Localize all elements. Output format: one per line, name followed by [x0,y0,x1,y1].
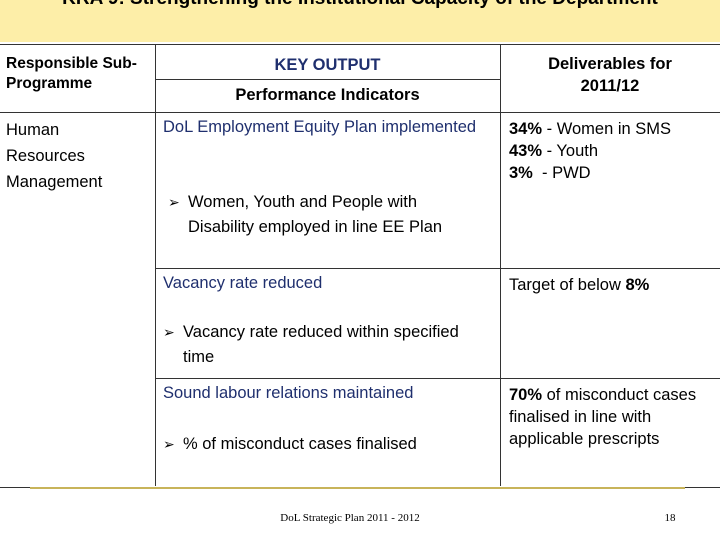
deliverables: 34% - Women in SMS 43% - Youth 3% - PWD [509,118,717,184]
deliverable-text: 3% [509,164,533,182]
deliverable-line: 34% - Women in SMS [509,118,717,140]
sub-programme: Human Resources Management [6,121,103,191]
footer-source: DoL Strategic Plan 2011 - 2012 [280,512,420,524]
indicator: % of misconduct cases finalised [183,435,417,453]
deliverable-text: - PWD [532,164,591,182]
key-output: Vacancy rate reduced [163,274,323,292]
deliverables: 70% of misconduct cases finalised in lin… [509,384,717,450]
indicator: Women, Youth and People with Disability … [188,193,443,236]
deliverable-text: - Women in SMS [542,120,672,138]
deliverable-line: 70% of misconduct cases finalised in lin… [509,384,717,450]
deliverable-text: Target of below [509,276,626,294]
bullet: ➢ [163,324,175,340]
deliverable-text: 43% [509,142,543,160]
bullet: ➢ [163,436,175,452]
bullet: ➢ [168,194,180,210]
heading-indicators: Performance Indicators [235,86,420,104]
page-number: 18 [664,512,676,524]
heading-key-output: KEY OUTPUT [274,56,381,74]
deliverable-text: of misconduct cases finalised in line wi… [509,386,701,448]
deliverable-text: 8% [625,276,650,294]
heading-sub-programme: Responsible Sub-Programme [6,55,137,92]
deliverable-text: 34% [509,120,543,138]
deliverable-line: 43% - Youth [509,140,717,162]
deliverable-text: - Youth [542,142,599,160]
deliverable-line: 3% - PWD [509,162,717,184]
key-output: Sound labour relations maintained [163,384,414,402]
key-output: DoL Employment Equity Plan implemented [163,118,477,136]
title: KRA 9: Strengthening the Institutional C… [0,0,720,10]
footer-rule [30,487,685,489]
heading-deliverables: Deliverables for 2011/12 [548,55,672,95]
deliverables: Target of below 8% [509,274,717,296]
title-banner [0,0,720,42]
indicator: Vacancy rate reduced within specified ti… [183,323,459,366]
deliverable-text: 70% [509,386,543,404]
deliverable-line: Target of below 8% [509,274,717,296]
